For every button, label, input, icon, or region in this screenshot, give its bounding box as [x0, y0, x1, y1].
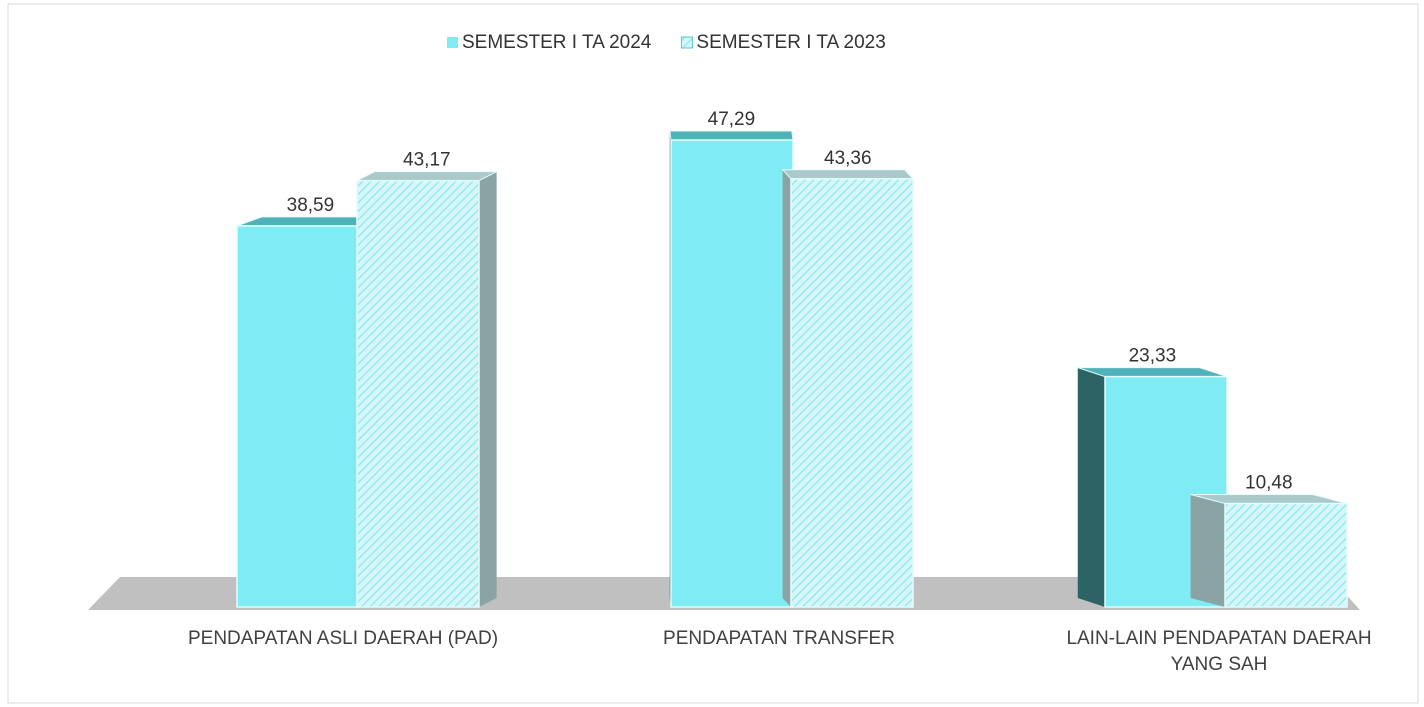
bar [1224, 502, 1348, 608]
data-label: 38,59 [287, 195, 335, 216]
bar-top [356, 171, 497, 182]
legend-label: SEMESTER I TA 2024 [462, 32, 652, 53]
bar-side [479, 171, 497, 607]
data-label: 43,17 [403, 150, 451, 171]
x-tick-label: LAIN-LAIN PENDAPATAN DAERAH YANG SAH [1066, 628, 1372, 675]
x-tick-label: PENDAPATAN TRANSFER [663, 628, 895, 649]
bar-side [782, 169, 791, 607]
bar [356, 179, 480, 608]
bar-side [1077, 367, 1105, 607]
legend-label: SEMESTER I TA 2023 [696, 32, 885, 53]
bar-top [781, 169, 915, 180]
bar-top [1077, 367, 1228, 378]
data-label: 43,36 [824, 148, 872, 169]
x-tick-label: PENDAPATAN ASLI DAERAH (PAD) [187, 628, 499, 649]
bar [236, 225, 360, 608]
legend-swatch [447, 37, 458, 48]
bar [790, 178, 914, 608]
plot-border [7, 3, 1419, 704]
bar-top [669, 130, 794, 141]
data-label: 10,48 [1245, 473, 1293, 494]
bar-side [1190, 494, 1225, 607]
data-label: 23,33 [1129, 346, 1177, 367]
legend-swatch [680, 36, 693, 49]
data-label: 47,29 [708, 109, 756, 130]
bar [670, 139, 794, 608]
